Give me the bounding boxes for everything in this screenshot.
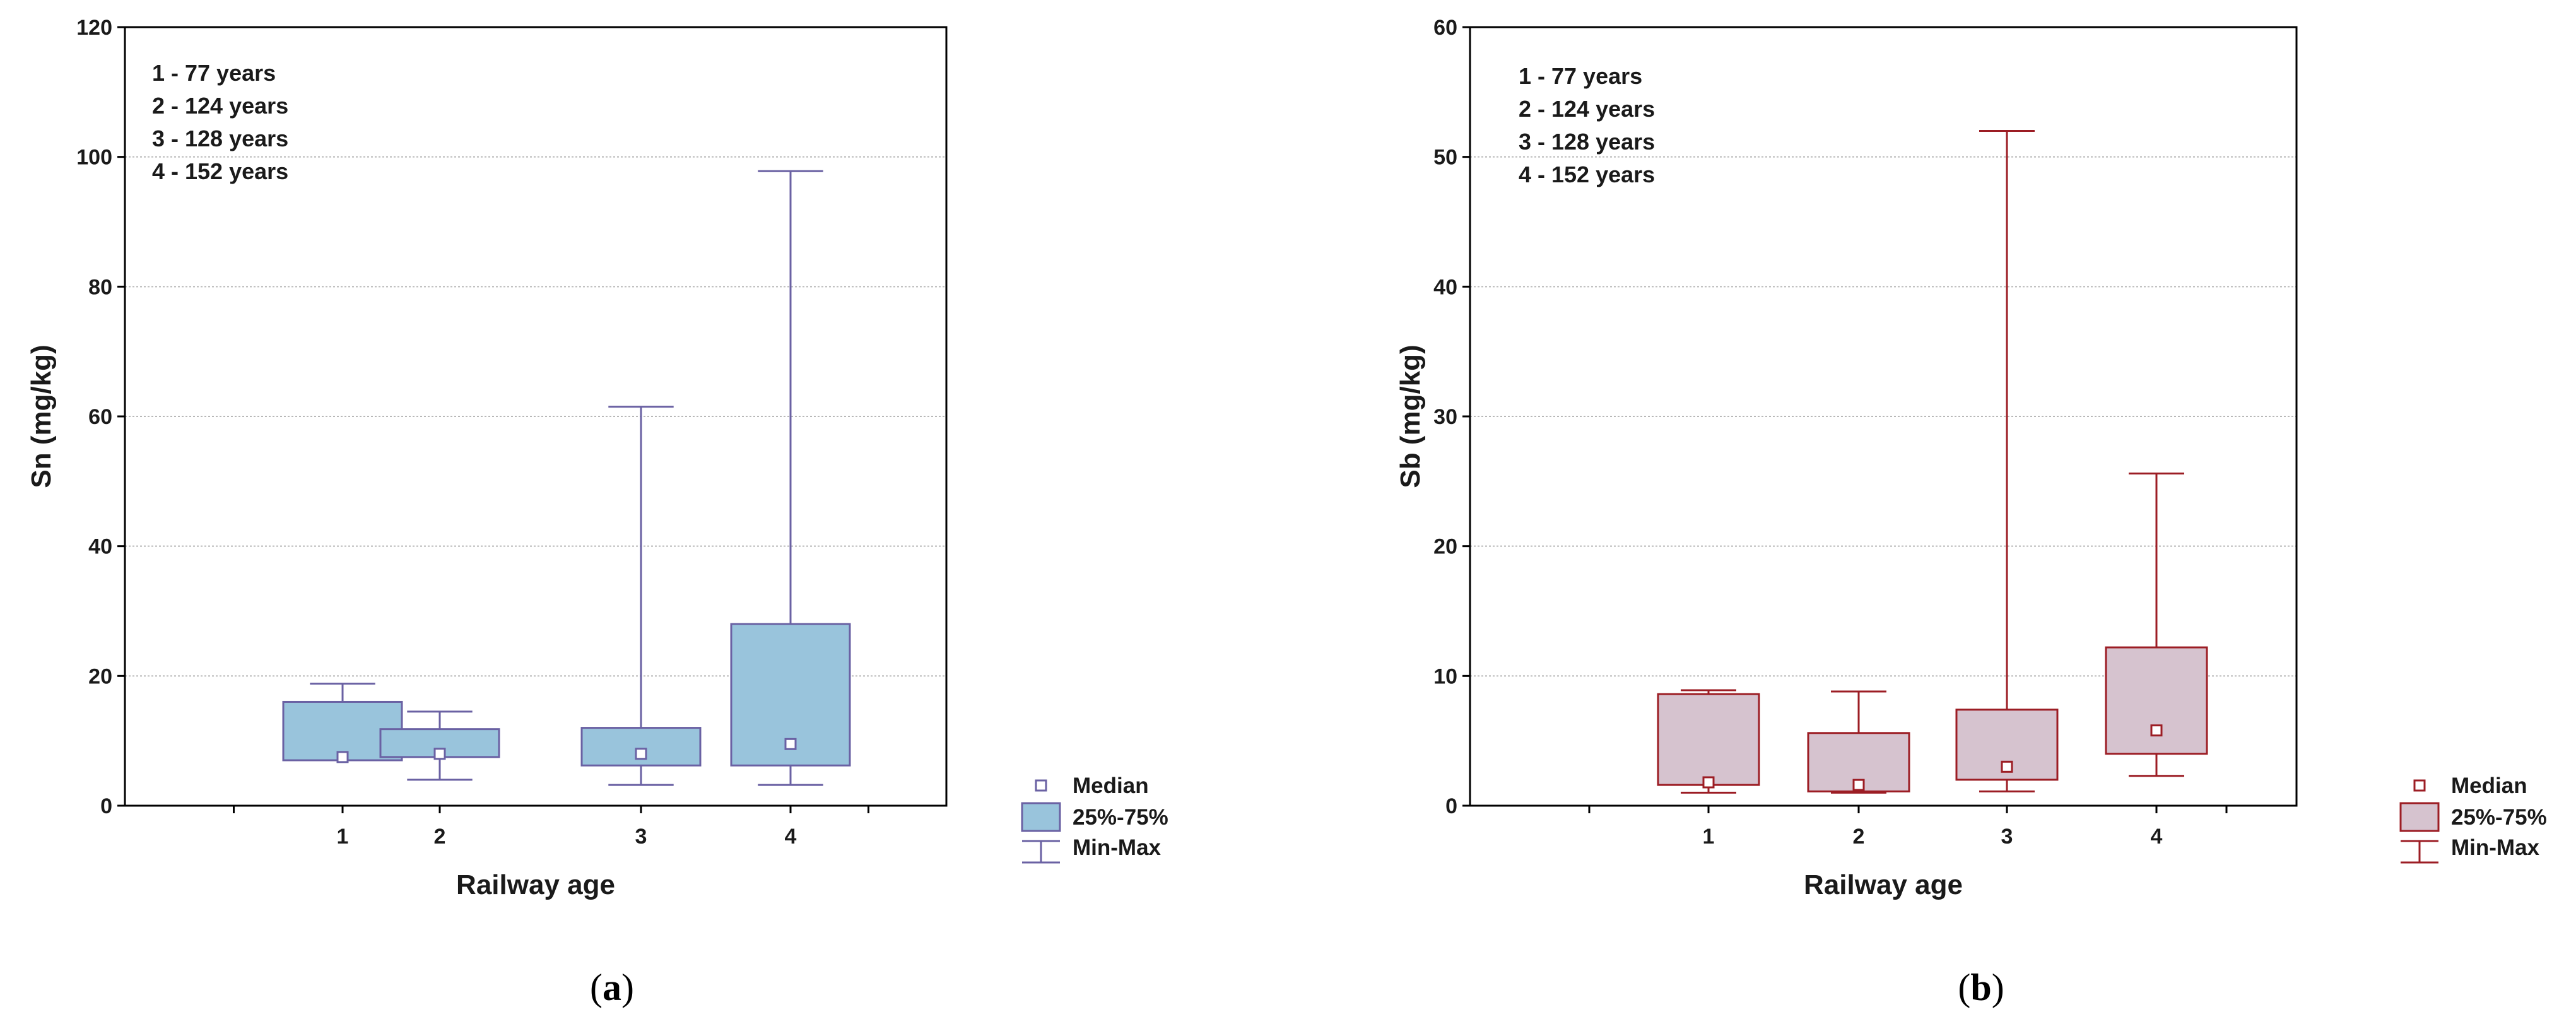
- caption-paren-close: ): [1992, 967, 2004, 1008]
- iqr-box: [580, 727, 702, 767]
- age-note: 3 - 128 years: [152, 126, 288, 151]
- legend-whisker-label: Min-Max: [2451, 835, 2540, 860]
- x-axis-title: Railway age: [456, 869, 615, 900]
- caption-letter: b: [1970, 967, 1991, 1008]
- y-tick-label: 20: [88, 664, 112, 688]
- box-2: [1807, 690, 1910, 794]
- x-tick-label: 1: [337, 825, 349, 849]
- legend-box-symbol: [1021, 802, 1061, 832]
- iqr-box: [2105, 646, 2208, 755]
- age-note: 1 - 77 years: [1519, 63, 1642, 89]
- legend: Median 25%-75% Min-Max: [2399, 774, 2547, 864]
- box-1: [1657, 689, 1760, 794]
- caption-paren-close: ): [621, 967, 634, 1008]
- legend-median-symbol: [2413, 779, 2426, 792]
- legend-whisker-label: Min-Max: [1073, 835, 1162, 860]
- legend-median-label: Median: [2451, 774, 2527, 798]
- y-tick-label: 60: [1433, 16, 1457, 40]
- median-marker: [433, 748, 446, 760]
- x-tick-label: 3: [635, 825, 647, 849]
- panel-caption: (b): [1958, 967, 2004, 1008]
- y-tick-label: 10: [1433, 664, 1457, 688]
- x-tick-label: 3: [2001, 825, 2013, 849]
- legend-median-symbol: [1035, 779, 1047, 792]
- box-3: [1955, 130, 2059, 792]
- y-tick-label: 20: [1433, 535, 1457, 559]
- box-4: [730, 170, 851, 786]
- x-tick-label: 4: [785, 825, 797, 849]
- age-note: 2 - 124 years: [152, 93, 288, 119]
- legend-box-label: 25%-75%: [2451, 805, 2547, 830]
- box-4: [2105, 472, 2208, 777]
- y-tick-label: 100: [76, 146, 112, 170]
- y-tick-label: 50: [1433, 146, 1457, 170]
- median-marker: [336, 751, 349, 763]
- median-marker: [635, 748, 647, 760]
- y-tick-label: 30: [1433, 405, 1457, 429]
- y-tick-label: 80: [88, 275, 112, 299]
- y-tick-label: 0: [1445, 794, 1457, 818]
- y-tick-label: 40: [1433, 275, 1457, 299]
- iqr-box: [1657, 693, 1760, 786]
- chart-panel-b: 0 10 20 30 40 50 60 1 2 3 4 Railway age Sb (mg/kg) 1 …: [1395, 16, 2547, 1008]
- age-note: 1 - 77 years: [152, 60, 276, 86]
- x-axis-title: Railway age: [1804, 869, 1963, 900]
- caption-paren-open: (: [1958, 967, 1970, 1008]
- age-note: 4 - 152 years: [1519, 162, 1655, 187]
- x-tick-label: 1: [1703, 825, 1715, 849]
- y-tick-label: 60: [88, 405, 112, 429]
- box-2: [379, 710, 500, 781]
- y-axis-title: Sn (mg/kg): [26, 344, 57, 488]
- x-tick-label: 2: [434, 825, 446, 849]
- x-tick-label: 4: [2151, 825, 2163, 849]
- median-marker: [1852, 779, 1865, 791]
- caption-letter: a: [603, 967, 621, 1008]
- caption-paren-open: (: [590, 967, 603, 1008]
- median-marker: [2150, 724, 2163, 737]
- age-note: 3 - 128 years: [1519, 129, 1655, 155]
- median-marker: [1702, 776, 1715, 789]
- box-3: [580, 406, 702, 786]
- age-note: 2 - 124 years: [1519, 96, 1655, 122]
- chart-panel-a: 0 20 40 60 80 100 120 1 2 3 4 Railway age Sn (mg/kg)…: [26, 16, 1168, 1008]
- age-note: 4 - 152 years: [152, 158, 288, 184]
- legend: Median 25%-75% Min-Max: [1021, 774, 1168, 864]
- legend-box-label: 25%-75%: [1073, 805, 1168, 830]
- y-tick-label: 40: [88, 535, 112, 559]
- y-axis-title: Sb (mg/kg): [1395, 344, 1426, 488]
- y-tick-label: 120: [76, 16, 112, 40]
- x-tick-label: 2: [1853, 825, 1865, 849]
- legend-box-symbol: [2399, 802, 2440, 832]
- median-marker: [2001, 760, 2013, 773]
- panel-caption: (a): [590, 967, 634, 1008]
- legend-median-label: Median: [1073, 774, 1149, 798]
- y-tick-label: 0: [100, 794, 112, 818]
- median-marker: [784, 738, 797, 750]
